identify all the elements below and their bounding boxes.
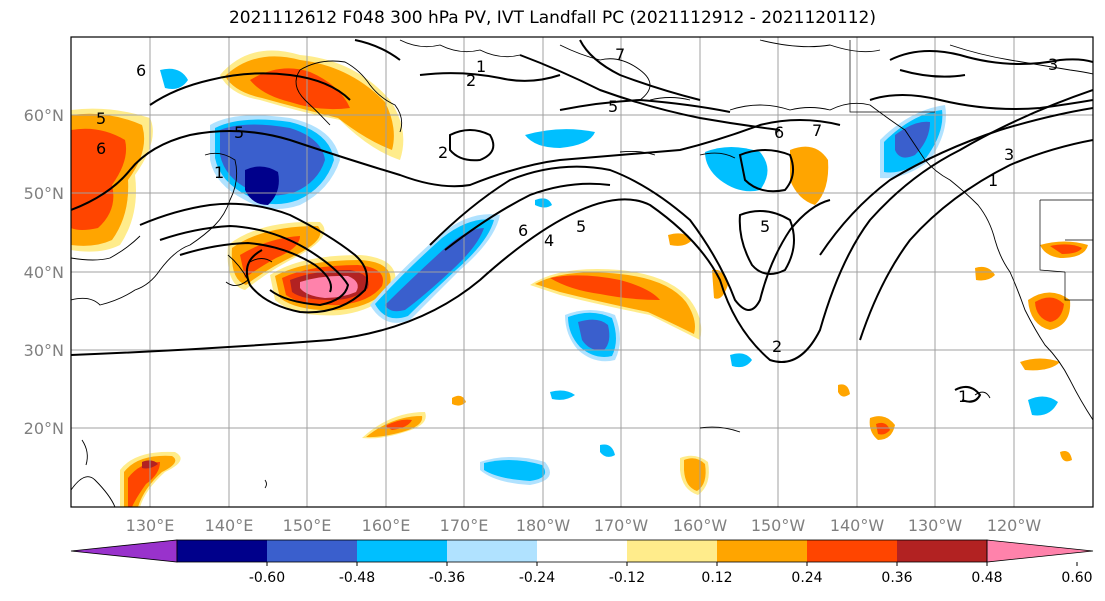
lon-label: 170°W — [594, 516, 649, 535]
lat-label: 50°N — [24, 184, 64, 203]
map-title: 2021112612 F048 300 hPa PV, IVT Landfall… — [228, 8, 876, 28]
contour-labels: 6 5 6 1 2 1 7 5 6 7 3 2 5 6 4 5 5 3 1 2 … — [96, 45, 1058, 406]
colorbar-tick-label: -0.12 — [609, 570, 645, 586]
colorbar-swatch — [537, 540, 628, 562]
lon-label: 120°W — [987, 516, 1042, 535]
colorbar-tick-label: 0.12 — [701, 570, 732, 586]
contour-label: 1 — [988, 171, 998, 190]
colorbar-tick-label: -0.24 — [519, 570, 555, 586]
colorbar-swatch — [177, 540, 268, 562]
contour-label: 2 — [772, 337, 782, 356]
lat-label: 60°N — [24, 106, 64, 125]
graticule — [71, 37, 1093, 507]
colorbar-tick-label: 0.48 — [971, 570, 1002, 586]
colorbar-outline — [176, 539, 988, 563]
contour-label: 7 — [615, 45, 625, 64]
latitude-labels: 60°N 50°N 40°N 30°N 20°N — [24, 106, 64, 438]
colorbar-tick-label: -0.60 — [249, 570, 285, 586]
contour-label: 7 — [812, 121, 822, 140]
lon-label: 130°W — [908, 516, 963, 535]
colorbar-extension-max — [986, 539, 1094, 563]
contour-label: 5 — [608, 97, 618, 116]
colorbar-swatch — [807, 540, 898, 562]
lat-label: 40°N — [24, 263, 64, 282]
contour-label: 3 — [1004, 145, 1014, 164]
contour-label: 3 — [1048, 55, 1058, 74]
lon-label: 130°E — [126, 516, 175, 535]
contour-label: 6 — [774, 123, 784, 142]
contour-label: 1 — [214, 163, 224, 182]
lat-label: 20°N — [24, 419, 64, 438]
coastlines — [71, 39, 1093, 507]
lon-label: 180°W — [516, 516, 571, 535]
colorbar: -0.60 -0.48 -0.36 -0.24 -0.12 0.12 0.24 0.36 0.4… — [70, 539, 1094, 586]
colorbar-tick-label: -0.36 — [429, 570, 465, 586]
contour-label: 4 — [544, 231, 554, 250]
contour-label: 2 — [438, 143, 448, 162]
contour-label: 5 — [96, 109, 106, 128]
lon-label: 170°E — [440, 516, 489, 535]
political-boundaries — [849, 40, 1093, 301]
contour-label: 6 — [96, 139, 106, 158]
lon-label: 140°W — [830, 516, 885, 535]
lat-label: 30°N — [24, 341, 64, 360]
contour-label: 1 — [958, 387, 968, 406]
colorbar-tick-label: 0.24 — [791, 570, 822, 586]
contour-label: 1 — [476, 57, 486, 76]
contour-label: 2 — [466, 71, 476, 90]
colorbar-swatch — [357, 540, 448, 562]
colorbar-extension-min — [70, 539, 178, 563]
colorbar-swatch — [897, 540, 988, 562]
colorbar-swatch — [717, 540, 808, 562]
lon-label: 140°E — [205, 516, 254, 535]
contour-label: 5 — [234, 123, 244, 142]
lon-label: 150°W — [751, 516, 806, 535]
lon-label: 160°W — [673, 516, 728, 535]
lon-label: 160°E — [362, 516, 411, 535]
lon-label: 150°E — [283, 516, 332, 535]
longitude-labels: 130°E 140°E 150°E 160°E 170°E 180°W 170°… — [126, 516, 1042, 535]
colorbar-tick-label: -0.48 — [339, 570, 375, 586]
contour-label: 6 — [136, 61, 146, 80]
colorbar-swatch — [627, 540, 718, 562]
colorbar-swatch — [267, 540, 358, 562]
contour-label: 5 — [576, 217, 586, 236]
map-frame — [70, 36, 1094, 508]
contour-label: 6 — [518, 221, 528, 240]
contour-label: 5 — [760, 217, 770, 236]
colorbar-tick-label: 0.36 — [881, 570, 912, 586]
pv-contours — [71, 39, 1093, 403]
colorbar-swatch — [447, 540, 538, 562]
colorbar-tick-label: 0.60 — [1061, 570, 1092, 586]
